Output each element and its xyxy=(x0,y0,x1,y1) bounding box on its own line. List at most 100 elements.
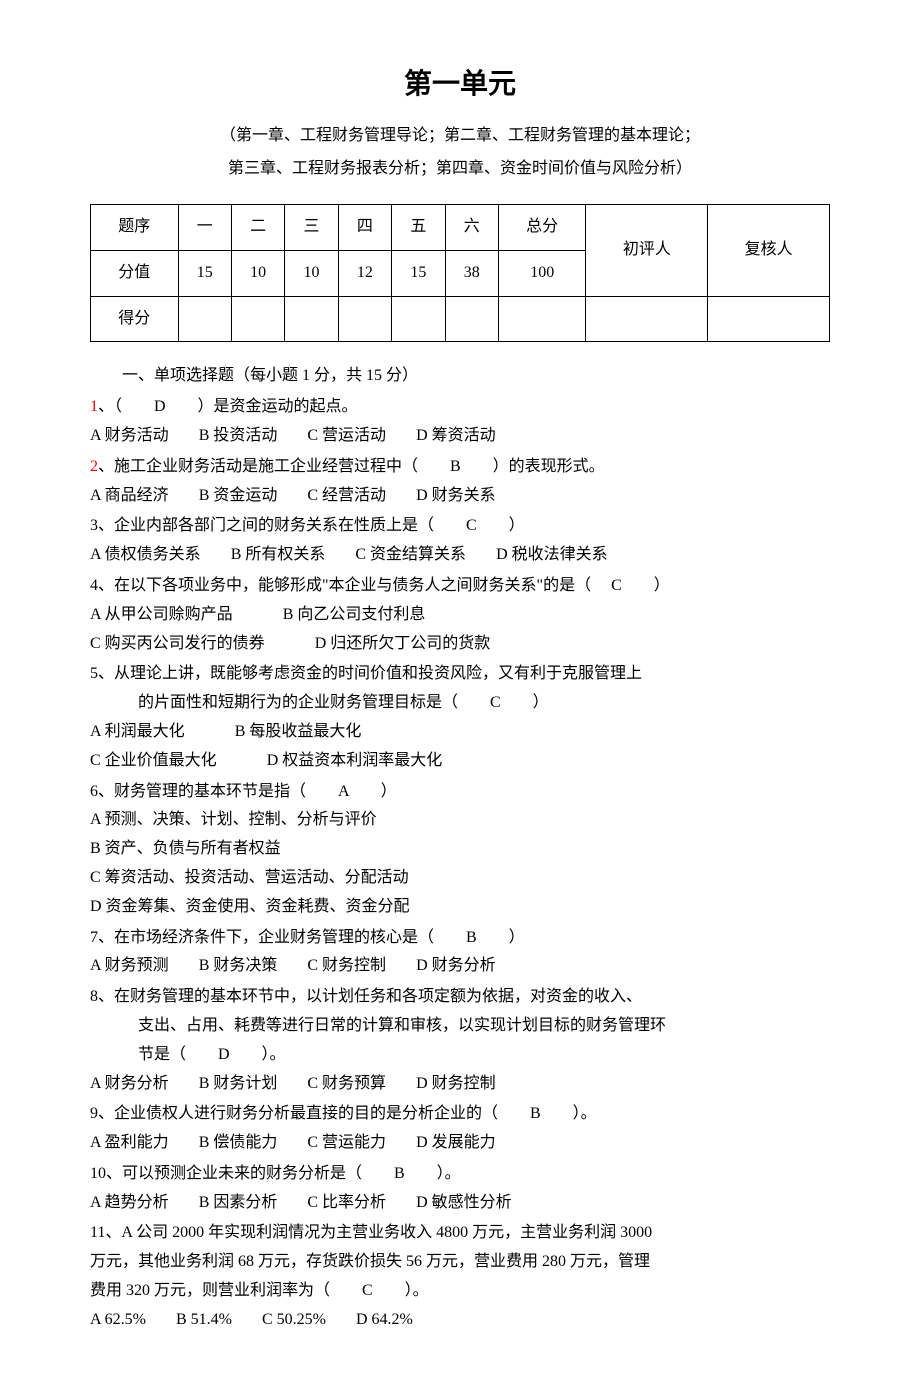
question-body: 、施工企业财务活动是施工企业经营过程中（ B ）的表现形式。 xyxy=(98,458,605,475)
score-cell: 12 xyxy=(338,250,391,296)
option: B 向乙公司支付利息 xyxy=(283,601,426,630)
question-body: 、（ D ）是资金运动的起点。 xyxy=(98,398,358,415)
option: B 资金运动 xyxy=(199,482,278,511)
option: C 经营活动 xyxy=(307,482,386,511)
question-text: 1、（ D ）是资金运动的起点。 xyxy=(90,393,830,422)
option: A 62.5% xyxy=(90,1306,146,1335)
question-text: 2、施工企业财务活动是施工企业经营过程中（ B ）的表现形式。 xyxy=(90,453,830,482)
question-number: 4 xyxy=(90,577,98,594)
option: B 偿债能力 xyxy=(199,1129,278,1158)
question: 4、在以下各项业务中，能够形成"本企业与债务人之间财务关系"的是（ C ）A 从… xyxy=(90,572,830,658)
options-row: A 财务活动B 投资活动C 营运活动D 筹资活动 xyxy=(90,422,830,451)
question-text: 4、在以下各项业务中，能够形成"本企业与债务人之间财务关系"的是（ C ） xyxy=(90,572,830,601)
question-body: 、财务管理的基本环节是指（ A ） xyxy=(98,783,397,800)
header-cell: 五 xyxy=(392,204,445,250)
question-text: 8、在财务管理的基本环节中，以计划任务和各项定额为依据，对资金的收入、 xyxy=(90,983,830,1012)
option: C 财务预算 xyxy=(307,1070,386,1099)
options-row: A 62.5%B 51.4%C 50.25%D 64.2% xyxy=(90,1306,830,1335)
question: 2、施工企业财务活动是施工企业经营过程中（ B ）的表现形式。A 商品经济B 资… xyxy=(90,453,830,511)
score-cell: 100 xyxy=(498,250,586,296)
question-body: 、企业内部各部门之间的财务关系在性质上是（ C ） xyxy=(98,517,525,534)
empty-cell xyxy=(178,296,231,342)
question: 8、在财务管理的基本环节中，以计划任务和各项定额为依据，对资金的收入、支出、占用… xyxy=(90,983,830,1098)
score-cell: 15 xyxy=(392,250,445,296)
question: 6、财务管理的基本环节是指（ A ）A 预测、决策、计划、控制、分析与评价B 资… xyxy=(90,778,830,922)
options-row: A 盈利能力B 偿债能力C 营运能力D 发展能力 xyxy=(90,1129,830,1158)
subtitle-line-1: （第一章、工程财务管理导论；第二章、工程财务管理的基本理论； xyxy=(90,122,830,151)
option: C 比率分析 xyxy=(307,1189,386,1218)
empty-cell xyxy=(586,296,708,342)
option: A 财务预测 xyxy=(90,952,169,981)
question-text-cont: 节是（ D ）。 xyxy=(90,1041,830,1070)
option: A 盈利能力 xyxy=(90,1129,169,1158)
option: D 归还所欠丁公司的货款 xyxy=(315,630,491,659)
question-number: 6 xyxy=(90,783,98,800)
option: B 财务决策 xyxy=(199,952,278,981)
option: B 因素分析 xyxy=(199,1189,278,1218)
option: A 利润最大化 xyxy=(90,718,185,747)
option: D 权益资本利润率最大化 xyxy=(267,747,443,776)
option: D 税收法律关系 xyxy=(496,541,608,570)
header-cell: 四 xyxy=(338,204,391,250)
question: 11、A 公司 2000 年实现利润情况为主营业务收入 4800 万元，主营业务… xyxy=(90,1219,830,1334)
question-body: 、在财务管理的基本环节中，以计划任务和各项定额为依据，对资金的收入、 xyxy=(98,988,642,1005)
question-number: 9 xyxy=(90,1105,98,1122)
question: 7、在市场经济条件下，企业财务管理的核心是（ B ）A 财务预测B 财务决策C … xyxy=(90,924,830,982)
header-cell: 二 xyxy=(231,204,284,250)
score-cell: 15 xyxy=(178,250,231,296)
option: C 企业价值最大化 xyxy=(90,747,217,776)
question-number: 5 xyxy=(90,665,98,682)
option: D 筹资活动 xyxy=(416,422,496,451)
header-cell: 题序 xyxy=(91,204,179,250)
section-heading: 一、单项选择题（每小题 1 分，共 15 分） xyxy=(90,362,830,391)
empty-cell xyxy=(231,296,284,342)
question-text-cont: 万元，其他业务利润 68 万元，存货跌价损失 56 万元，营业费用 280 万元… xyxy=(90,1248,830,1277)
options-row: A 财务分析 B 财务计划 C 财务预算 D 财务控制 xyxy=(90,1070,830,1099)
question-text: 6、财务管理的基本环节是指（ A ） xyxy=(90,778,830,807)
subtitle-line-2: 第三章、工程财务报表分析；第四章、资金时间价值与风险分析） xyxy=(90,155,830,184)
table-result-row: 得分 xyxy=(91,296,830,342)
option: D 资金筹集、资金使用、资金耗费、资金分配 xyxy=(90,893,830,922)
empty-cell xyxy=(708,296,830,342)
question-number: 11 xyxy=(90,1224,105,1241)
option: A 财务分析 xyxy=(90,1070,169,1099)
row-label: 分值 xyxy=(91,250,179,296)
options-row: A 从甲公司赊购产品B 向乙公司支付利息 xyxy=(90,601,830,630)
option: A 趋势分析 xyxy=(90,1189,169,1218)
option: B 所有权关系 xyxy=(231,541,326,570)
question-body: 、在以下各项业务中，能够形成"本企业与债务人之间财务关系"的是（ C ） xyxy=(98,577,670,594)
document-title: 第一单元 xyxy=(90,60,830,110)
question-number: 3 xyxy=(90,517,98,534)
table-header-row: 题序 一 二 三 四 五 六 总分 初评人 复核人 xyxy=(91,204,830,250)
option: B 每股收益最大化 xyxy=(235,718,362,747)
option: A 债权债务关系 xyxy=(90,541,201,570)
options-row: A 财务预测B 财务决策C 财务控制D 财务分析 xyxy=(90,952,830,981)
empty-cell xyxy=(285,296,338,342)
option: D 财务分析 xyxy=(416,952,496,981)
option: C 资金结算关系 xyxy=(355,541,466,570)
question-body: 、在市场经济条件下，企业财务管理的核心是（ B ） xyxy=(98,929,525,946)
question-number: 7 xyxy=(90,929,98,946)
empty-cell xyxy=(392,296,445,342)
questions-container: 1、（ D ）是资金运动的起点。A 财务活动B 投资活动C 营运活动D 筹资活动… xyxy=(90,393,830,1335)
question: 1、（ D ）是资金运动的起点。A 财务活动B 投资活动C 营运活动D 筹资活动 xyxy=(90,393,830,451)
question-body: 、可以预测企业未来的财务分析是（ B ）。 xyxy=(106,1165,461,1182)
option: D 发展能力 xyxy=(416,1129,496,1158)
question-text: 5、从理论上讲，既能够考虑资金的时间价值和投资风险，又有利于克服管理上 xyxy=(90,660,830,689)
option: B 财务计划 xyxy=(199,1070,278,1099)
options-row: A 利润最大化 B 每股收益最大化 xyxy=(90,718,830,747)
option: D 财务控制 xyxy=(416,1070,496,1099)
question-text-cont: 的片面性和短期行为的企业财务管理目标是（ C ） xyxy=(90,689,830,718)
options-row: A 债权债务关系 B 所有权关系 C 资金结算关系 D 税收法律关系 xyxy=(90,541,830,570)
question-text: 7、在市场经济条件下，企业财务管理的核心是（ B ） xyxy=(90,924,830,953)
question: 10、可以预测企业未来的财务分析是（ B ）。A 趋势分析B 因素分析C 比率分… xyxy=(90,1160,830,1218)
option: B 51.4% xyxy=(176,1306,232,1335)
header-cell: 一 xyxy=(178,204,231,250)
option: C 购买丙公司发行的债券 xyxy=(90,630,265,659)
empty-cell xyxy=(338,296,391,342)
question: 9、企业债权人进行财务分析最直接的目的是分析企业的（ B ）。A 盈利能力B 偿… xyxy=(90,1100,830,1158)
option: C 营运活动 xyxy=(307,422,386,451)
header-cell: 三 xyxy=(285,204,338,250)
row-label: 得分 xyxy=(91,296,179,342)
question-body: 、从理论上讲，既能够考虑资金的时间价值和投资风险，又有利于克服管理上 xyxy=(98,665,642,682)
